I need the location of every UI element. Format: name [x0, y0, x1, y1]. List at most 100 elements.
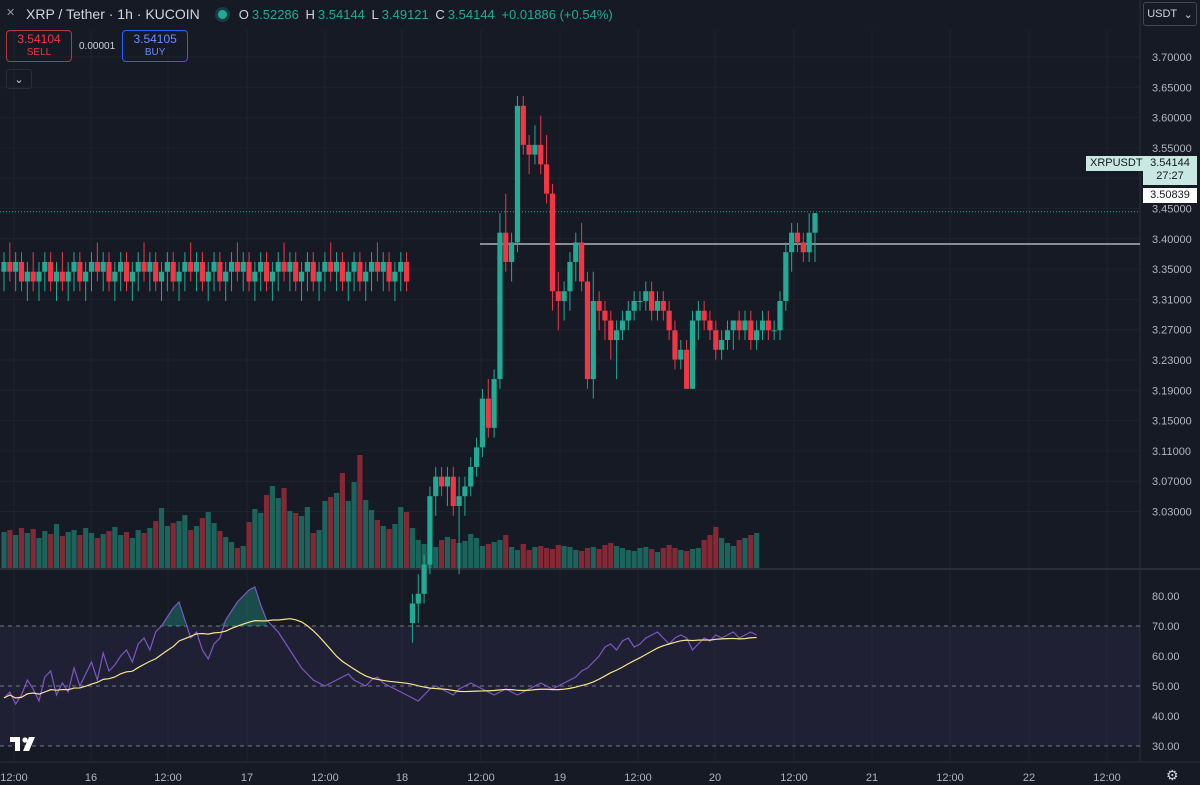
time-tick-label: 17 — [241, 772, 253, 784]
candle-body — [409, 603, 416, 624]
candle-body — [649, 291, 655, 311]
candle-body — [596, 301, 602, 311]
settings-gear-icon[interactable]: ⚙ — [1166, 767, 1179, 783]
candle-body — [584, 281, 591, 380]
candle-body — [724, 330, 731, 341]
horizontal-line-price-tag[interactable]: 3.50839 — [1143, 188, 1197, 203]
candle-body — [485, 398, 491, 428]
ohlc-open-key: O — [238, 6, 249, 22]
tradingview-logo-icon[interactable] — [10, 735, 40, 751]
candle-body — [153, 261, 159, 282]
candle-body — [298, 271, 305, 282]
candle-body — [328, 261, 334, 272]
ohlc-close-key: C — [435, 6, 445, 22]
candle-body — [258, 261, 264, 272]
ohlc-change-value: +0.01886 (+0.54%) — [501, 6, 613, 22]
volume-bar — [24, 533, 30, 568]
candle-body — [456, 496, 462, 506]
candle-body — [7, 261, 13, 272]
candle-body — [188, 261, 194, 272]
volume-bar — [293, 513, 299, 568]
sell-button[interactable]: 3.54104 SELL — [6, 30, 72, 62]
candle-body — [555, 291, 561, 301]
ohlc-close-value: 3.54144 — [447, 6, 495, 22]
candle-body — [520, 105, 526, 145]
candle-body — [526, 144, 532, 155]
time-tick-label: 18 — [396, 772, 408, 784]
candle-body — [619, 320, 626, 331]
candle-body — [304, 261, 310, 272]
candle-body — [363, 271, 369, 282]
volume-bar — [380, 526, 386, 568]
candle-body — [392, 271, 398, 282]
time-tick-label: 16 — [85, 772, 97, 784]
candle-body — [158, 271, 165, 282]
candle-body — [602, 310, 608, 321]
candle-body — [287, 261, 293, 272]
candle-body — [398, 261, 404, 272]
volume-bar — [18, 528, 25, 568]
volume-bar — [736, 540, 742, 568]
volume-bar — [444, 537, 451, 568]
volume-bar — [147, 528, 153, 568]
symbol-title[interactable]: XRP / Tether · 1h · KUCOIN — [26, 6, 200, 22]
candle-body — [357, 261, 363, 282]
candle-body — [538, 144, 544, 165]
volume-bar — [368, 510, 375, 568]
buy-button[interactable]: 3.54105 BUY — [122, 30, 189, 62]
candle-body — [748, 320, 754, 341]
candle-body — [380, 261, 386, 272]
volume-bar — [719, 538, 725, 568]
candle-body — [660, 301, 666, 311]
candle-body — [544, 164, 550, 194]
currency-selector[interactable]: USDT ⌄ — [1143, 2, 1197, 26]
volume-bar — [298, 516, 305, 568]
candle-body — [579, 242, 585, 282]
volume-bar — [53, 524, 60, 568]
ohlc-high-value: 3.54144 — [317, 6, 365, 22]
candle-body — [450, 476, 456, 506]
candle-body — [590, 301, 596, 380]
price-tick-label: 3.27000 — [1152, 325, 1192, 337]
candle-body — [403, 261, 410, 282]
candle-body — [608, 320, 614, 341]
volume-bar — [730, 546, 736, 568]
last-price-tag: 3.54144 27:27 — [1143, 156, 1197, 185]
volume-bar — [83, 528, 89, 568]
collapse-chevron-down-icon[interactable]: ⌄ — [6, 69, 32, 89]
price-tick-label: 3.15000 — [1152, 416, 1192, 428]
price-tick-label: 3.31000 — [1152, 294, 1192, 306]
volume-bar — [310, 533, 316, 568]
price-tick-label: 3.19000 — [1152, 385, 1192, 397]
candle-body — [800, 242, 806, 253]
candle-body — [573, 242, 579, 262]
candle-body — [217, 261, 223, 282]
volume-bar — [433, 547, 439, 568]
candle-body — [503, 232, 509, 262]
volume-bar — [614, 546, 620, 568]
candle-body — [654, 301, 661, 311]
xrp-icon[interactable]: ✕ — [6, 7, 16, 19]
volume-bar — [509, 547, 515, 568]
volume-bar — [567, 547, 573, 568]
volume-bar — [409, 528, 416, 568]
volume-bar — [7, 530, 13, 568]
volume-bar — [473, 538, 480, 568]
volume-bar — [351, 482, 357, 568]
volume-bar — [450, 539, 456, 568]
candle-body — [421, 564, 427, 594]
volume-bar — [392, 524, 398, 568]
candle-body — [666, 310, 672, 331]
candle-body — [164, 261, 170, 272]
price-tick-label: 3.03000 — [1152, 507, 1192, 519]
volume-bar — [672, 548, 678, 568]
candle-body — [234, 261, 240, 272]
price-tick-label: 3.40000 — [1152, 234, 1192, 246]
sell-label: SELL — [26, 47, 52, 58]
volume-bar — [742, 538, 748, 568]
volume-bar — [345, 501, 351, 568]
candle-body — [637, 301, 643, 302]
volume-bar — [129, 538, 135, 568]
volume-bar — [252, 509, 258, 568]
